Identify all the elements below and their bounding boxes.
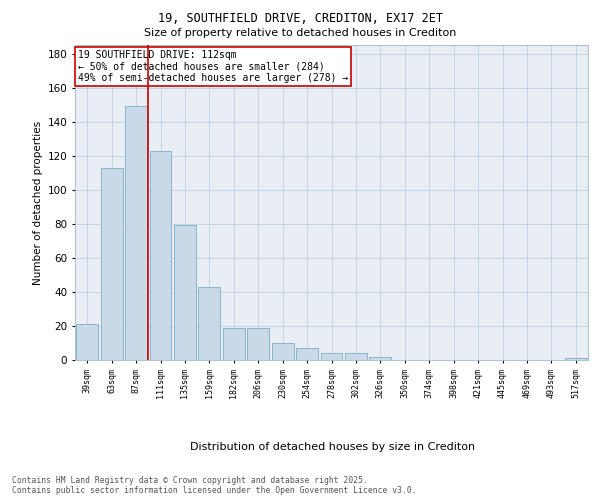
- Bar: [149, 150, 172, 360]
- Bar: [125, 106, 147, 360]
- Bar: [76, 324, 98, 360]
- Bar: [101, 168, 122, 360]
- Bar: [247, 328, 269, 360]
- Text: Contains HM Land Registry data © Crown copyright and database right 2025.
Contai: Contains HM Land Registry data © Crown c…: [12, 476, 416, 495]
- Bar: [223, 328, 245, 360]
- Bar: [320, 353, 343, 360]
- Text: 19 SOUTHFIELD DRIVE: 112sqm
← 50% of detached houses are smaller (284)
49% of se: 19 SOUTHFIELD DRIVE: 112sqm ← 50% of det…: [77, 50, 348, 83]
- Text: Size of property relative to detached houses in Crediton: Size of property relative to detached ho…: [144, 28, 456, 38]
- Bar: [272, 343, 293, 360]
- Bar: [345, 353, 367, 360]
- Text: 19, SOUTHFIELD DRIVE, CREDITON, EX17 2ET: 19, SOUTHFIELD DRIVE, CREDITON, EX17 2ET: [157, 12, 443, 26]
- Bar: [174, 226, 196, 360]
- Bar: [199, 287, 220, 360]
- Y-axis label: Number of detached properties: Number of detached properties: [34, 120, 43, 284]
- Bar: [296, 348, 318, 360]
- Bar: [565, 358, 587, 360]
- Text: Distribution of detached houses by size in Crediton: Distribution of detached houses by size …: [190, 442, 476, 452]
- Bar: [370, 356, 391, 360]
